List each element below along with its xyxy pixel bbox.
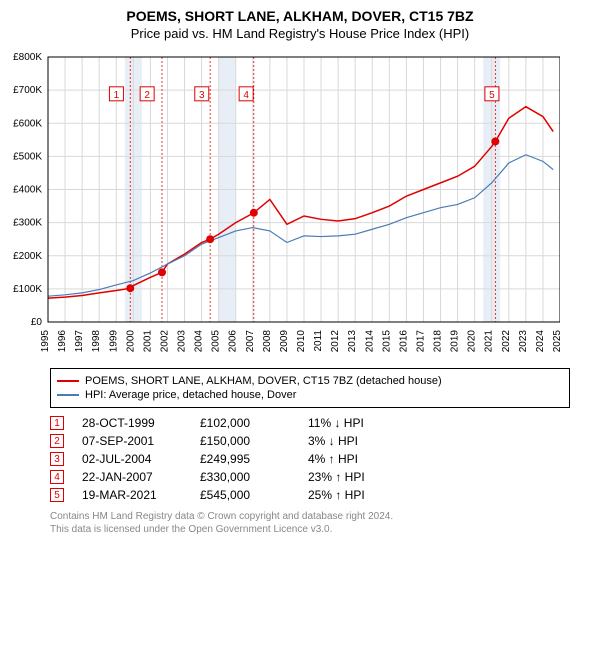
tx-price: £249,995 [200,452,290,466]
svg-text:2002: 2002 [159,330,170,353]
tx-price: £330,000 [200,470,290,484]
tx-date: 22-JAN-2007 [82,470,182,484]
svg-text:2006: 2006 [228,330,239,353]
chart-container: POEMS, SHORT LANE, ALKHAM, DOVER, CT15 7… [0,8,600,658]
svg-text:2017: 2017 [415,330,426,353]
svg-text:2022: 2022 [501,330,512,353]
svg-text:2023: 2023 [518,330,529,353]
table-row: 2 07-SEP-2001 £150,000 3% ↓ HPI [50,434,570,448]
tx-marker: 5 [50,488,64,502]
legend-label: HPI: Average price, detached house, Dove… [85,389,296,401]
tx-delta: 25% ↑ HPI [308,488,398,502]
table-row: 1 28-OCT-1999 £102,000 11% ↓ HPI [50,416,570,430]
tx-delta: 23% ↑ HPI [308,470,398,484]
svg-text:£400K: £400K [13,185,42,196]
tx-date: 02-JUL-2004 [82,452,182,466]
chart-svg: £0 £100K £200K £300K £400K £500K £600K £700K £80… [0,47,560,357]
table-row: 4 22-JAN-2007 £330,000 23% ↑ HPI [50,470,570,484]
footer-line-1: Contains HM Land Registry data © Crown c… [50,510,570,523]
tx-date: 19-MAR-2021 [82,488,182,502]
tx-price: £545,000 [200,488,290,502]
svg-text:2018: 2018 [433,330,444,353]
tx-date: 28-OCT-1999 [82,416,182,430]
svg-text:2025: 2025 [552,330,560,353]
tx-marker: 3 [50,452,64,466]
page-title: POEMS, SHORT LANE, ALKHAM, DOVER, CT15 7… [0,8,600,24]
svg-text:2010: 2010 [296,330,307,353]
svg-text:2016: 2016 [398,330,409,353]
legend-row: HPI: Average price, detached house, Dove… [57,389,563,401]
table-row: 3 02-JUL-2004 £249,995 4% ↑ HPI [50,452,570,466]
tx-delta: 3% ↓ HPI [308,434,398,448]
svg-text:2003: 2003 [177,330,188,353]
tx-marker: 4 [50,470,64,484]
svg-text:3: 3 [199,90,205,101]
svg-text:£100K: £100K [13,284,42,295]
svg-text:£300K: £300K [13,218,42,229]
legend-swatch [57,380,79,382]
tx-delta: 11% ↓ HPI [308,416,398,430]
svg-text:1998: 1998 [91,330,102,353]
svg-text:1995: 1995 [40,330,51,353]
svg-text:2014: 2014 [364,330,375,353]
tx-price: £150,000 [200,434,290,448]
legend-label: POEMS, SHORT LANE, ALKHAM, DOVER, CT15 7… [85,375,442,387]
svg-text:2019: 2019 [450,330,461,353]
svg-text:2024: 2024 [535,330,546,353]
tx-price: £102,000 [200,416,290,430]
svg-text:5: 5 [489,90,495,101]
svg-text:1999: 1999 [108,330,119,353]
svg-text:2001: 2001 [142,330,153,353]
svg-text:£800K: £800K [13,52,42,63]
svg-text:£500K: £500K [13,151,42,162]
tx-marker: 1 [50,416,64,430]
svg-text:£700K: £700K [13,85,42,96]
svg-text:£600K: £600K [13,118,42,129]
page-subtitle: Price paid vs. HM Land Registry's House … [0,26,600,41]
svg-text:1997: 1997 [74,330,85,353]
svg-text:2020: 2020 [467,330,478,353]
svg-text:2012: 2012 [330,330,341,353]
tx-date: 07-SEP-2001 [82,434,182,448]
line-chart: £0 £100K £200K £300K £400K £500K £600K £700K £80… [0,47,600,362]
footer: Contains HM Land Registry data © Crown c… [50,510,570,536]
svg-text:2000: 2000 [125,330,136,353]
legend-row: POEMS, SHORT LANE, ALKHAM, DOVER, CT15 7… [57,375,563,387]
tx-marker: 2 [50,434,64,448]
svg-text:2011: 2011 [313,330,324,352]
svg-text:2: 2 [144,90,150,101]
table-row: 5 19-MAR-2021 £545,000 25% ↑ HPI [50,488,570,502]
svg-text:1: 1 [114,90,120,101]
tx-delta: 4% ↑ HPI [308,452,398,466]
svg-text:2015: 2015 [381,330,392,353]
svg-text:4: 4 [243,90,249,101]
svg-text:2013: 2013 [347,330,358,353]
svg-text:2004: 2004 [194,330,205,353]
transactions-table: 1 28-OCT-1999 £102,000 11% ↓ HPI 2 07-SEP-200… [50,416,570,502]
footer-line-2: This data is licensed under the Open Gov… [50,523,570,536]
legend: POEMS, SHORT LANE, ALKHAM, DOVER, CT15 7… [50,368,570,408]
svg-text:2009: 2009 [279,330,290,353]
svg-text:2008: 2008 [262,330,273,353]
svg-text:2021: 2021 [484,330,495,353]
svg-text:1996: 1996 [57,330,68,353]
svg-text:£200K: £200K [13,251,42,262]
legend-swatch [57,394,79,396]
svg-text:2007: 2007 [245,330,256,353]
svg-text:£0: £0 [31,317,43,328]
svg-text:2005: 2005 [211,330,222,353]
